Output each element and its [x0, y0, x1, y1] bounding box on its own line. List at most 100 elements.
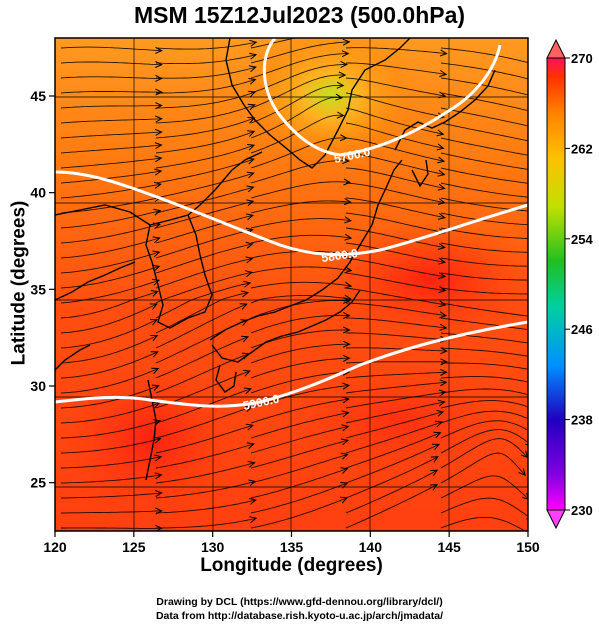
streamline [60, 319, 158, 349]
streamline [345, 411, 444, 439]
streamline [60, 251, 160, 274]
streamline [345, 371, 447, 379]
streamline [250, 371, 350, 394]
streamline-arrow-icon [533, 109, 540, 115]
streamline-arrow-icon [243, 280, 252, 288]
streamline-arrow-icon [248, 498, 257, 505]
streamline [250, 468, 348, 499]
streamline-arrow-icon [247, 130, 256, 137]
streamline-arrow-icon [533, 77, 540, 83]
streamline [250, 329, 350, 349]
streamline-arrow-icon [431, 443, 441, 451]
streamline [440, 497, 528, 517]
streamline [536, 378, 599, 407]
streamline [60, 144, 162, 154]
streamline [60, 335, 158, 364]
streamline [440, 429, 528, 454]
wind-streamlines [60, 27, 599, 560]
streamline [536, 468, 599, 533]
streamline [60, 210, 161, 229]
streamline [536, 198, 599, 203]
streamline [60, 438, 161, 454]
streamline-arrow-icon [248, 78, 257, 85]
streamline [536, 78, 599, 105]
streamline [345, 182, 445, 204]
streamline [61, 527, 162, 529]
streamline [536, 528, 599, 560]
streamline-arrow-icon [338, 71, 347, 79]
streamline-arrow-icon [342, 326, 351, 334]
streamline-arrow-icon [150, 290, 159, 297]
streamline-arrow-icon [531, 418, 538, 424]
streamline-arrow-icon [437, 213, 446, 220]
contour-5700-line [262, 38, 502, 157]
colorbar-tick-label: 254 [571, 232, 593, 247]
streamline [440, 152, 528, 170]
streamline [345, 347, 447, 352]
streamline-arrow-icon [249, 52, 258, 60]
streamline-arrow-icon [430, 469, 439, 477]
streamline [60, 170, 162, 184]
streamline [345, 443, 440, 484]
streamline-arrow-icon [240, 290, 250, 298]
streamline-arrow-icon [149, 303, 158, 310]
streamline [345, 456, 439, 499]
streamline-arrow-icon [534, 381, 541, 387]
streamline [155, 443, 254, 469]
colorbar: 270 262 254 246 238 230 [546, 38, 593, 530]
streamline [345, 401, 445, 424]
x-tick-label: 120 [43, 539, 67, 555]
y-axis-ticks: 25 30 35 40 45 [30, 88, 55, 491]
streamline [60, 351, 158, 379]
streamline [440, 197, 528, 212]
streamline [345, 469, 438, 514]
height-contours [55, 38, 528, 408]
streamline [536, 423, 599, 478]
streamline-arrow-icon [437, 156, 446, 164]
streamline-arrow-icon [534, 195, 541, 201]
streamline-arrow-icon [436, 143, 445, 151]
streamline-arrow-icon [247, 460, 256, 468]
streamline [346, 62, 447, 75]
streamline-arrow-icon [436, 410, 445, 417]
streamline [60, 118, 162, 124]
streamline-arrow-icon [534, 208, 540, 214]
map-plot: 5700.0 5800.0 5900.0 120 125 130 135 140 145 1… [30, 27, 599, 560]
streamline-arrow-icon [437, 399, 446, 407]
streamline [440, 182, 528, 198]
streamline [60, 291, 158, 319]
streamline-arrow-icon [433, 431, 442, 439]
streamline [250, 160, 349, 184]
x-axis-ticks: 120 125 130 135 140 145 150 [43, 531, 540, 555]
streamline [536, 438, 599, 500]
streamline [250, 300, 350, 319]
streamline-arrow-icon [533, 93, 540, 99]
streamline-arrow-icon [529, 532, 536, 538]
streamline [155, 117, 255, 139]
streamline-arrow-icon [344, 27, 351, 33]
streamline [440, 410, 528, 424]
streamline-arrow-icon [534, 394, 541, 400]
streamline [60, 46, 162, 52]
streamline [250, 38, 297, 49]
colorbar-tick-label: 230 [571, 503, 593, 518]
streamline [346, 332, 447, 341]
streamline-arrow-icon [341, 50, 350, 58]
streamline-arrow-icon [533, 124, 540, 130]
streamline [440, 452, 526, 484]
streamline-arrow-icon [342, 354, 351, 362]
streamline-arrow-icon [247, 103, 256, 111]
streamline-arrow-icon [154, 454, 163, 462]
streamline [250, 482, 348, 514]
streamline-arrow-icon [154, 142, 163, 150]
streamline-arrow-icon [154, 168, 163, 176]
streamline [440, 475, 528, 500]
streamline-arrow-icon [243, 387, 252, 395]
streamline-arrow-icon [342, 157, 350, 165]
streamline [345, 391, 446, 409]
streamline-arrow-icon [340, 452, 349, 460]
streamline [250, 357, 350, 379]
streamline-arrow-icon [434, 420, 443, 428]
streamline-arrow-icon [438, 300, 447, 308]
streamline [60, 368, 159, 394]
